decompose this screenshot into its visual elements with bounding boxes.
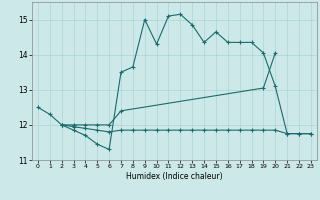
X-axis label: Humidex (Indice chaleur): Humidex (Indice chaleur)	[126, 172, 223, 181]
